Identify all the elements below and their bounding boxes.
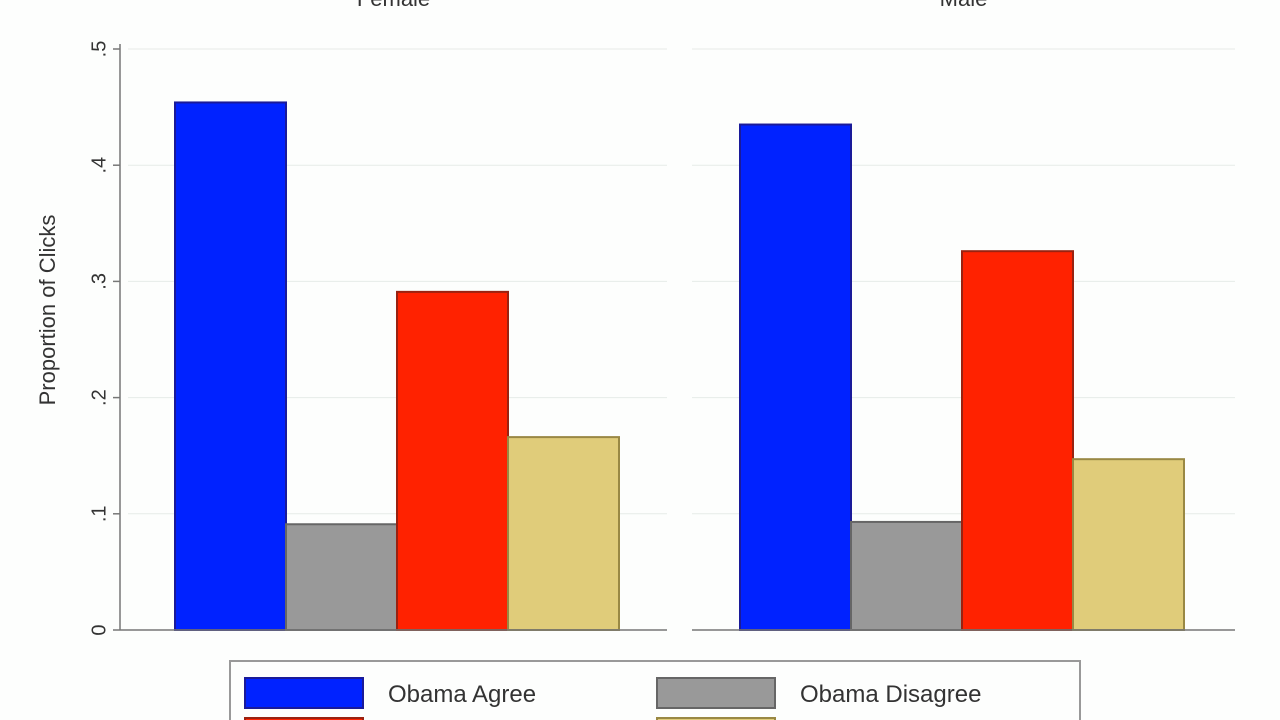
bar: [285, 523, 398, 631]
legend-swatch: [656, 677, 776, 709]
y-tick-label: .5: [88, 41, 110, 58]
bar: [396, 290, 509, 631]
y-tick-label: .1: [88, 505, 110, 522]
legend-box: [229, 660, 1081, 720]
y-tick-label: .4: [88, 157, 110, 174]
y-tick-label: .3: [88, 273, 110, 290]
panel-title-male: Male: [940, 0, 988, 11]
bar: [1072, 458, 1185, 631]
bar: [850, 520, 963, 632]
legend-label: Obama Disagree: [800, 681, 981, 708]
legend-swatch: [244, 717, 364, 720]
bar: [961, 250, 1074, 632]
legend-swatch: [656, 717, 776, 720]
bar: [174, 101, 287, 631]
y-tick-label: 0: [88, 624, 110, 635]
y-axis-label: Proportion of Clicks: [35, 215, 60, 406]
y-tick-label: .2: [88, 389, 110, 406]
legend-label: Obama Agree: [388, 681, 536, 708]
legend-swatch: [244, 677, 364, 709]
bar: [507, 436, 620, 631]
legend: Obama Agree Obama Disagree: [229, 660, 1081, 720]
panel-title-female: Female: [357, 0, 430, 11]
bar: [739, 123, 852, 631]
